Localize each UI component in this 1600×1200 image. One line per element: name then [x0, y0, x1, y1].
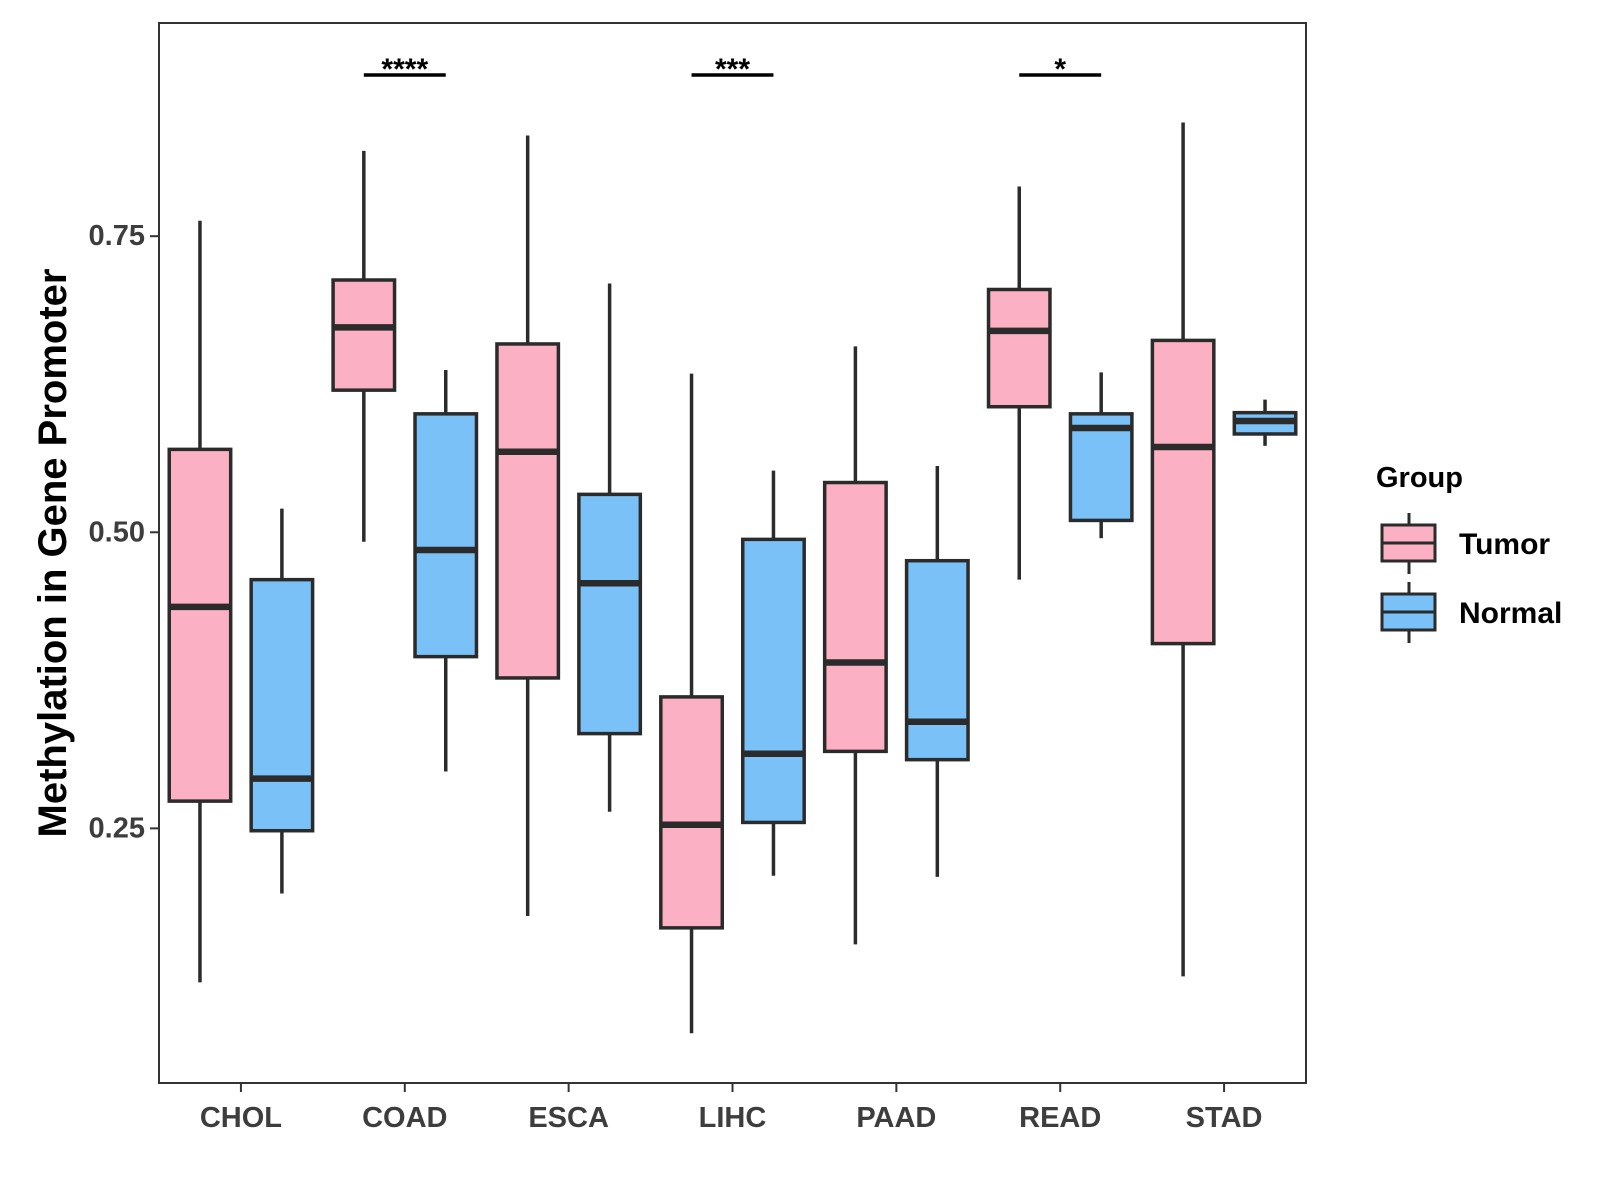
x-tick-label-read: READ: [1019, 1102, 1101, 1134]
iqr-box-paad-normal: [904, 558, 970, 762]
legend-label-tumor: Tumor: [1459, 528, 1550, 561]
y-tick-label: 0.75: [89, 220, 145, 252]
x-tick-label-coad: COAD: [362, 1102, 447, 1134]
box-esca-tumor: [495, 135, 561, 917]
legend-item-normal: Normal: [1380, 582, 1562, 643]
significance-label-read: *: [1054, 53, 1066, 86]
significance-label-coad: ****: [381, 53, 428, 86]
legend-title: Group: [1376, 462, 1463, 494]
box-coad-tumor: [331, 150, 397, 542]
iqr-box-read-tumor: [986, 287, 1052, 409]
box-chol-normal: [249, 508, 315, 894]
y-tick-label: 0.25: [89, 812, 145, 844]
plot-panel: [158, 22, 1307, 1084]
iqr-box-lihc-normal: [740, 537, 806, 825]
iqr-box-paad-tumor: [822, 480, 888, 754]
box-read-normal: [1068, 372, 1134, 539]
box-layer: [167, 122, 1298, 1034]
box-read-tumor: [986, 186, 1052, 580]
x-tick-label-lihc: LIHC: [699, 1102, 767, 1134]
significance-annotations: **** *** *: [363, 53, 1102, 86]
x-axis: CHOL COAD ESCA LIHC PAAD READ STAD: [200, 1083, 1263, 1134]
legend-item-tumor: Tumor: [1380, 513, 1550, 574]
iqr-box-stad-tumor: [1150, 338, 1216, 646]
x-tick-label-chol: CHOL: [200, 1102, 282, 1134]
legend: Group Tumor Normal: [1376, 462, 1562, 643]
box-stad-tumor: [1150, 122, 1216, 977]
y-axis: 0.25 0.50 0.75: [89, 220, 159, 844]
box-paad-tumor: [822, 346, 888, 945]
significance-read: *: [1019, 53, 1102, 86]
iqr-box-esca-tumor: [495, 342, 561, 680]
box-lihc-tumor: [659, 373, 725, 1034]
significance-coad: ****: [363, 53, 446, 86]
iqr-box-esca-normal: [577, 492, 643, 736]
box-lihc-normal: [740, 470, 806, 876]
box-chol-tumor: [167, 220, 233, 983]
y-tick-label: 0.50: [89, 516, 145, 548]
iqr-box-chol-tumor: [167, 447, 233, 803]
box-stad-normal: [1232, 399, 1298, 446]
box-esca-normal: [577, 283, 643, 812]
significance-label-lihc: ***: [715, 53, 750, 86]
box-coad-normal: [413, 370, 479, 772]
significance-lihc: ***: [691, 53, 774, 86]
x-tick-label-stad: STAD: [1186, 1102, 1263, 1134]
iqr-box-read-normal: [1068, 412, 1134, 523]
iqr-box-chol-normal: [249, 577, 315, 833]
legend-label-normal: Normal: [1459, 597, 1562, 630]
iqr-box-coad-normal: [413, 412, 479, 659]
x-tick-label-esca: ESCA: [528, 1102, 609, 1134]
iqr-box-lihc-tumor: [659, 695, 725, 930]
iqr-box-coad-tumor: [331, 278, 397, 392]
box-paad-normal: [904, 465, 970, 877]
x-tick-label-paad: PAAD: [856, 1102, 936, 1134]
y-axis-title: Methylation in Gene Promoter: [31, 269, 75, 838]
